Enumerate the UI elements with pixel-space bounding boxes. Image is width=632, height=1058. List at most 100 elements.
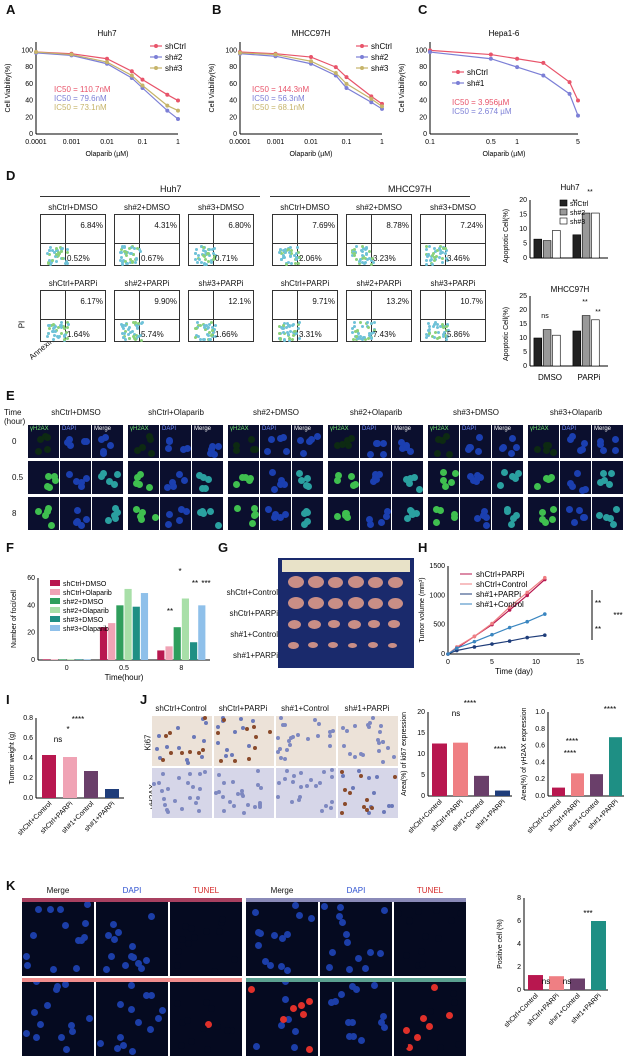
if-nucleus xyxy=(204,475,212,483)
if-nucleus xyxy=(451,513,459,521)
foci-sig: ** xyxy=(192,579,198,588)
if-nucleus xyxy=(380,439,388,447)
ihc-cell xyxy=(245,726,250,731)
ihc-cell xyxy=(285,769,290,774)
mhcc97h-ic50: IC50 = 56.3nM xyxy=(252,94,305,103)
if-image-tile: DAPI xyxy=(160,425,191,458)
if-nucleus xyxy=(508,449,516,457)
ihc-cell xyxy=(339,811,344,816)
tunel-cell xyxy=(29,932,37,940)
if-nucleus xyxy=(610,520,618,528)
tunel-cell xyxy=(147,1026,155,1034)
volume-legend-label: shCtrl+PARPi xyxy=(476,570,525,579)
mhcc97h-series-2-point xyxy=(309,59,313,64)
flow-dot xyxy=(425,333,429,337)
if-nucleus xyxy=(77,482,85,490)
ihc-cell xyxy=(276,781,281,786)
huh7-series-1-point xyxy=(176,116,180,121)
foci-legend-swatch xyxy=(50,607,60,613)
flow-dot xyxy=(442,325,446,329)
tunel-cell xyxy=(418,948,426,956)
flow-dot xyxy=(428,259,432,263)
apop-legend-label: shCtrl xyxy=(570,201,589,208)
tunel-cell xyxy=(110,936,118,944)
flow-upper-right-pct: 6.80% xyxy=(228,221,251,230)
ki67-ytick: 0 xyxy=(421,793,425,800)
volume-point xyxy=(525,590,529,595)
mhcc97h-xtick: 0.1 xyxy=(342,139,352,146)
flow-dot xyxy=(287,250,291,254)
if-channel-label: γH2AX xyxy=(130,426,149,432)
flow-dot xyxy=(357,259,361,263)
flow-dot xyxy=(209,334,213,338)
volume-point xyxy=(525,593,529,598)
if-nucleus xyxy=(277,514,285,522)
flow-dot xyxy=(65,260,69,264)
ihc-cell xyxy=(343,801,348,806)
huh7-series-2-point xyxy=(34,50,38,55)
flow-dot xyxy=(63,262,67,266)
flow-gate-vline xyxy=(445,215,446,265)
mhcc97h-legend-text: shCtrl xyxy=(371,42,392,51)
flow-dot xyxy=(48,324,52,327)
flow-dot xyxy=(362,261,366,265)
foci-bar xyxy=(181,598,190,660)
foci-bar xyxy=(173,627,181,660)
flow-dot xyxy=(445,338,449,342)
tunel-cell xyxy=(271,932,279,940)
flow-dot xyxy=(353,253,357,257)
if-nucleus xyxy=(483,514,491,522)
ihc-cell xyxy=(340,769,345,774)
if-nucleus xyxy=(599,447,607,455)
tunel-cell xyxy=(215,927,223,935)
flow-dot xyxy=(46,252,50,256)
apop-mhcc97h-ytick: 25 xyxy=(519,293,527,300)
ihc-image xyxy=(276,768,336,818)
tunel-cell xyxy=(419,1015,427,1023)
huh7-title: Huh7 xyxy=(97,29,117,38)
gh2ax-ytick: 0.6 xyxy=(535,743,545,750)
tumor xyxy=(388,642,397,648)
if-nucleus xyxy=(607,515,615,523)
flow-dot xyxy=(425,336,429,340)
huh7-xtick: 0.001 xyxy=(63,139,81,146)
if-channel-label: Merge xyxy=(294,426,312,432)
if-nucleus xyxy=(476,473,484,481)
if-nucleus xyxy=(578,486,586,494)
flow-dot xyxy=(46,331,50,335)
ki67-bar xyxy=(432,743,447,796)
tunel-header: TUNEL xyxy=(192,886,220,895)
foci-ytick: 40 xyxy=(27,602,35,609)
flow-dot xyxy=(46,261,50,265)
flow-group-huh7-line xyxy=(40,196,260,197)
flow-dot xyxy=(366,321,370,325)
flow-dot xyxy=(203,249,207,253)
tunel-cell xyxy=(403,951,411,959)
gh2ax-bar xyxy=(552,787,565,796)
mhcc97h-ic50: IC50 = 68.1nM xyxy=(252,103,305,112)
flow-dot xyxy=(47,252,51,256)
tunel-cell xyxy=(325,964,333,972)
if-group-label: sh#2+DMSO xyxy=(252,408,300,417)
ihc-cell xyxy=(372,791,377,796)
huh7-ytick: 80 xyxy=(25,64,33,71)
flow-dot xyxy=(295,258,299,262)
hepa16-xtick: 1 xyxy=(515,139,519,146)
flow-plot: 6.84% 0.52% xyxy=(40,214,106,266)
flow-upper-right-pct: 12.1% xyxy=(228,297,251,306)
volume-ylabel: Tumor volume (mm³) xyxy=(419,577,426,642)
chart-h-tumor-volume: 0 500 1000 1500 0 5 10 15 Tumor volume (mm³) Time… xyxy=(419,563,623,676)
ihc-cell xyxy=(247,757,252,762)
if-image-tile xyxy=(260,497,291,530)
panel-label-e: E xyxy=(6,388,15,403)
volume-sig: ** xyxy=(595,625,601,634)
if-nucleus xyxy=(305,437,313,445)
flow-plot-title: sh#2+DMSO xyxy=(123,203,171,212)
if-nucleus xyxy=(73,517,81,525)
if-image-tile xyxy=(360,461,391,494)
flow-dot xyxy=(126,332,130,336)
flow-dot xyxy=(370,257,374,261)
flow-lower-right-pct: 1.64% xyxy=(67,330,90,339)
chart-a-huh7-viability: Huh7 Cell Viability(%) Olaparib (µM) 0 20 40 6… xyxy=(5,29,580,158)
foci-bar xyxy=(124,588,132,660)
